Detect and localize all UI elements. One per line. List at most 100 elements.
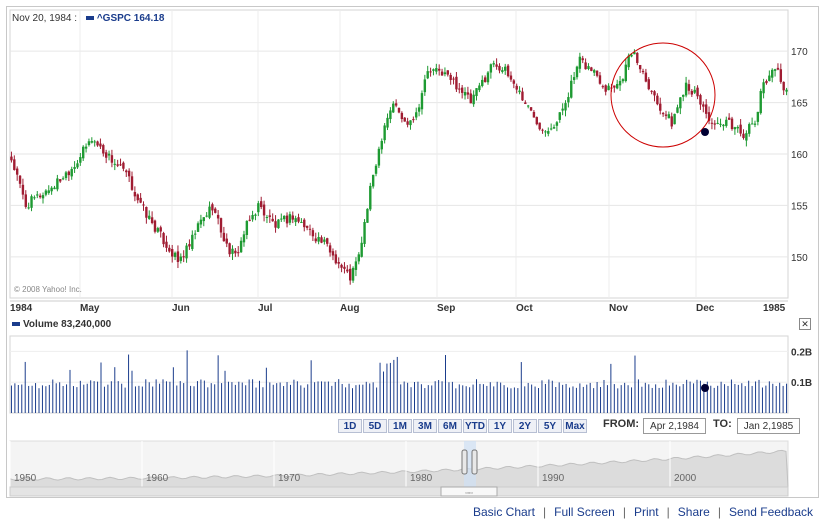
range-1y-button[interactable]: 1Y <box>488 419 512 433</box>
crosshair-dot <box>701 128 709 136</box>
candle-body <box>627 55 630 68</box>
basic-chart-link[interactable]: Basic Chart <box>472 505 536 519</box>
candle-body <box>549 128 553 130</box>
candle-body <box>10 156 13 161</box>
candle-body <box>153 220 157 232</box>
candle-body <box>76 163 79 168</box>
candle-body <box>601 86 605 88</box>
candle-body <box>604 85 607 92</box>
candle-body <box>216 214 220 219</box>
candle-body <box>613 85 616 88</box>
candle-body <box>237 252 240 254</box>
candle-body <box>24 194 27 207</box>
candle-body <box>736 126 739 129</box>
x-tick-label: Aug <box>340 303 359 314</box>
candle-body <box>371 174 375 187</box>
y-tick-label: 170 <box>791 47 808 58</box>
candle-body <box>753 123 757 125</box>
candle-body <box>357 254 361 262</box>
range-ytd-button[interactable]: YTD <box>463 419 487 433</box>
candle-body <box>498 65 501 71</box>
candle-body <box>41 195 45 199</box>
print-link[interactable]: Print <box>633 505 659 519</box>
candle-body <box>406 121 409 125</box>
y-tick-label: 150 <box>791 253 808 264</box>
candle-body <box>742 133 745 139</box>
y-tick-label: 155 <box>791 201 808 212</box>
volume-tick-label: 0.2B <box>791 347 812 358</box>
candle-body <box>176 251 180 263</box>
candle-body <box>150 217 154 224</box>
candle-body <box>552 127 556 129</box>
candle-body <box>518 90 521 93</box>
candle-body <box>710 122 714 124</box>
close-volume-button[interactable]: ✕ <box>799 318 811 330</box>
candle-body <box>481 79 484 86</box>
range-1m-button[interactable]: 1M <box>388 419 412 433</box>
candle-body <box>73 167 76 169</box>
range-max-button[interactable]: Max <box>563 419 587 433</box>
candle-body <box>36 194 39 196</box>
candle-body <box>33 197 36 199</box>
candle-body <box>455 76 458 90</box>
candle-body <box>311 230 315 237</box>
footer-links: Basic Chart | Full Screen | Print | Share | … <box>472 505 813 519</box>
candle-body <box>386 117 389 128</box>
range-5d-button[interactable]: 5D <box>363 419 387 433</box>
range-2y-button[interactable]: 2Y <box>513 419 537 433</box>
candle-body <box>644 72 648 82</box>
candle-body <box>173 252 177 257</box>
candle-body <box>423 79 427 93</box>
full-screen-link[interactable]: Full Screen <box>554 505 615 519</box>
candle-body <box>417 107 421 112</box>
candle-body <box>702 104 705 107</box>
highlight-circle <box>610 42 716 148</box>
candle-body <box>148 215 151 219</box>
from-date-input[interactable]: Apr 2,1984 <box>643 418 706 434</box>
candle-body <box>277 219 280 229</box>
candle-body <box>360 242 363 257</box>
candle-body <box>125 170 128 173</box>
range-6m-button[interactable]: 6M <box>438 419 462 433</box>
candle-body <box>13 159 16 170</box>
candle-body <box>303 219 306 228</box>
candle-body <box>492 63 495 65</box>
candle-body <box>647 79 650 90</box>
range-5y-button[interactable]: 5Y <box>538 419 562 433</box>
candle-body <box>348 268 352 281</box>
candle-body <box>27 207 30 209</box>
candle-body <box>122 162 125 169</box>
range-1d-button[interactable]: 1D <box>338 419 362 433</box>
share-link[interactable]: Share <box>677 505 710 519</box>
candle-body <box>707 112 711 121</box>
candle-body <box>403 117 406 122</box>
range-3m-button[interactable]: 3M <box>413 419 437 433</box>
candle-body <box>363 222 366 244</box>
candle-body <box>638 64 642 70</box>
candle-body <box>343 266 346 269</box>
x-tick-label: Jul <box>258 303 273 314</box>
candle-body <box>67 171 71 176</box>
candle-body <box>690 90 694 95</box>
send-feedback-link[interactable]: Send Feedback <box>728 505 813 519</box>
candle-body <box>93 141 96 143</box>
volume-legend-swatch <box>12 322 20 327</box>
candle-body <box>251 214 254 220</box>
candle-body <box>785 89 788 92</box>
copyright-text: © 2008 Yahoo! Inc. <box>14 285 82 294</box>
candle-body <box>483 77 487 82</box>
to-date-input[interactable]: Jan 2,1985 <box>737 418 800 434</box>
candle-body <box>346 269 349 272</box>
candle-body <box>228 243 231 255</box>
candle-body <box>205 215 208 217</box>
candle-body <box>730 118 734 130</box>
candle-body <box>561 108 564 111</box>
candle-body <box>305 225 309 228</box>
candle-body <box>535 117 539 125</box>
candle-body <box>294 218 297 223</box>
candle-body <box>56 178 59 190</box>
candle-body <box>188 244 191 247</box>
volume-label: Volume <box>23 319 59 330</box>
candle-body <box>179 256 183 261</box>
